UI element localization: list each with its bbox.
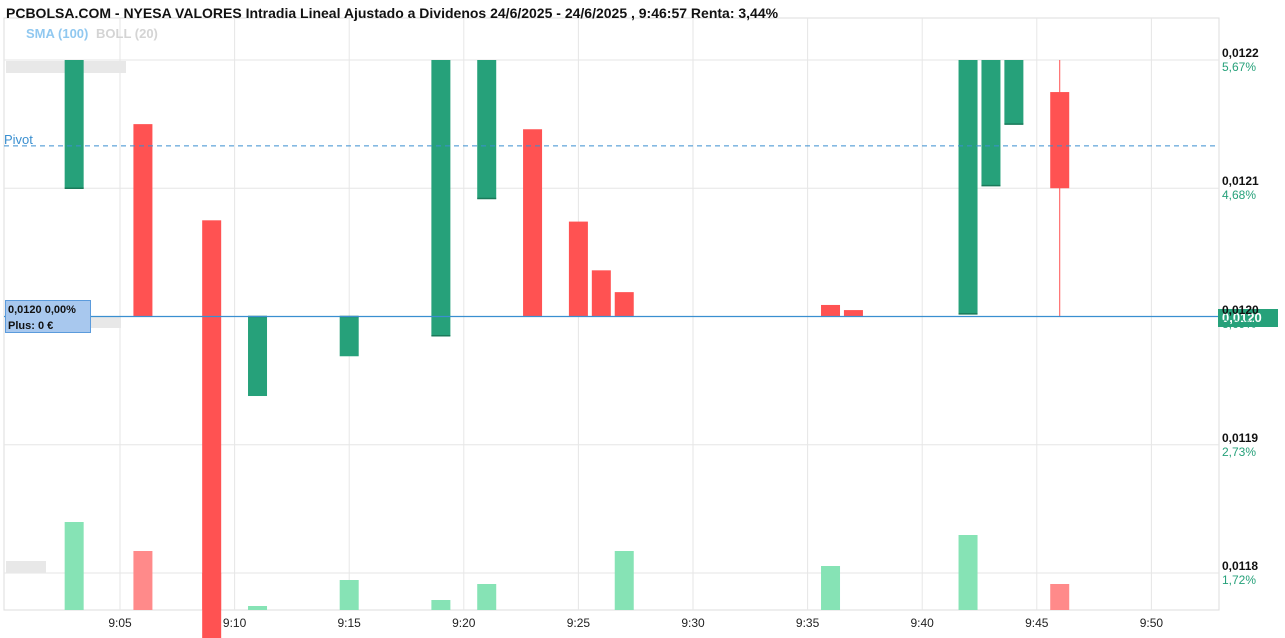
volume-bar <box>133 551 153 610</box>
x-tick-label: 9:05 <box>108 616 132 630</box>
candle <box>431 60 451 336</box>
candle <box>958 60 978 314</box>
current-price-box-plus: Plus: 0 € <box>8 320 54 332</box>
x-tick-label: 9:40 <box>910 616 934 630</box>
candle <box>477 60 497 199</box>
y-tick-label: 0,0120 <box>1222 302 1259 317</box>
volume-bar <box>248 606 268 610</box>
candle <box>1050 92 1070 189</box>
y-tick-label: 0,0122 <box>1222 46 1259 60</box>
legend-boll[interactable]: BOLL (20) <box>96 26 158 41</box>
candle <box>821 304 841 317</box>
current-price-tag: 0,0120 <box>1218 309 1278 327</box>
legend-sma[interactable]: SMA (100) <box>26 26 89 41</box>
volume-bar <box>339 580 359 610</box>
x-tick-label: 9:30 <box>681 616 705 630</box>
boll-band-bottom <box>6 561 46 573</box>
volume-bar <box>477 584 497 610</box>
x-tick-label: 9:20 <box>452 616 476 630</box>
y-tick-label: 0,0121 <box>1222 174 1259 189</box>
candle <box>1004 60 1024 125</box>
candle <box>202 220 222 638</box>
candle <box>64 60 84 189</box>
grid-lines <box>3 17 1220 611</box>
candle <box>843 310 863 317</box>
current-price-box: 0,0120 0,00% Plus: 0 € <box>5 300 91 333</box>
x-tick-label: 9:25 <box>566 616 591 630</box>
candle <box>981 60 1001 186</box>
candle <box>591 270 611 317</box>
x-tick-label: 9:15 <box>337 616 361 630</box>
price-candles <box>64 60 1070 638</box>
chart-title: PCBOLSA.COM - NYESA VALORES Intradia Lin… <box>6 5 779 21</box>
x-tick-label: 9:50 <box>1139 616 1164 630</box>
candle <box>614 292 634 317</box>
y-tick-pct-label: 4,68% <box>1222 188 1257 203</box>
y-tick-pct-label: 3,69% <box>1222 316 1257 331</box>
x-tick-label: 9:10 <box>222 616 247 630</box>
pivot-label: Pivot <box>4 132 33 147</box>
candle <box>523 129 543 317</box>
volume-bar <box>64 522 84 610</box>
volume-bar <box>614 551 634 610</box>
x-tick-label: 9:45 <box>1025 616 1049 630</box>
indicator-legend[interactable]: SMA (100) BOLL (20) <box>26 26 158 41</box>
volume-bar <box>1050 584 1070 610</box>
x-tick-label: 9:35 <box>795 616 820 630</box>
candle <box>133 124 153 317</box>
candle <box>248 316 268 397</box>
current-price-box-value: 0,0120 0,00% <box>8 304 76 316</box>
y-tick-pct-label: 1,72% <box>1222 573 1257 587</box>
y-tick-pct-label: 5,67% <box>1222 60 1257 74</box>
candle <box>339 316 359 357</box>
y-tick-label: 0,0119 <box>1222 430 1259 445</box>
volume-bar <box>958 535 978 610</box>
volume-bar <box>431 600 451 610</box>
reference-lines <box>4 145 1219 318</box>
boll-band-mid <box>90 317 121 328</box>
y-tick-label: 0,0118 <box>1222 559 1259 573</box>
y-tick-pct-label: 2,73% <box>1222 444 1257 459</box>
candle <box>568 221 588 317</box>
volume-bar <box>821 566 841 610</box>
